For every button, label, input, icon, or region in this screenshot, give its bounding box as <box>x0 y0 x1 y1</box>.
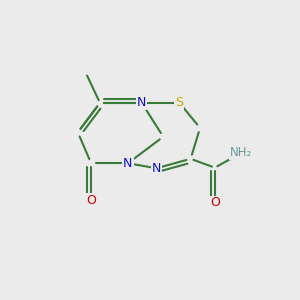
Text: NH₂: NH₂ <box>230 146 252 159</box>
Text: N: N <box>137 96 146 110</box>
Text: O: O <box>210 196 220 209</box>
Text: N: N <box>123 157 133 170</box>
Text: N: N <box>152 162 161 175</box>
Text: O: O <box>86 194 96 207</box>
Text: S: S <box>176 96 183 110</box>
